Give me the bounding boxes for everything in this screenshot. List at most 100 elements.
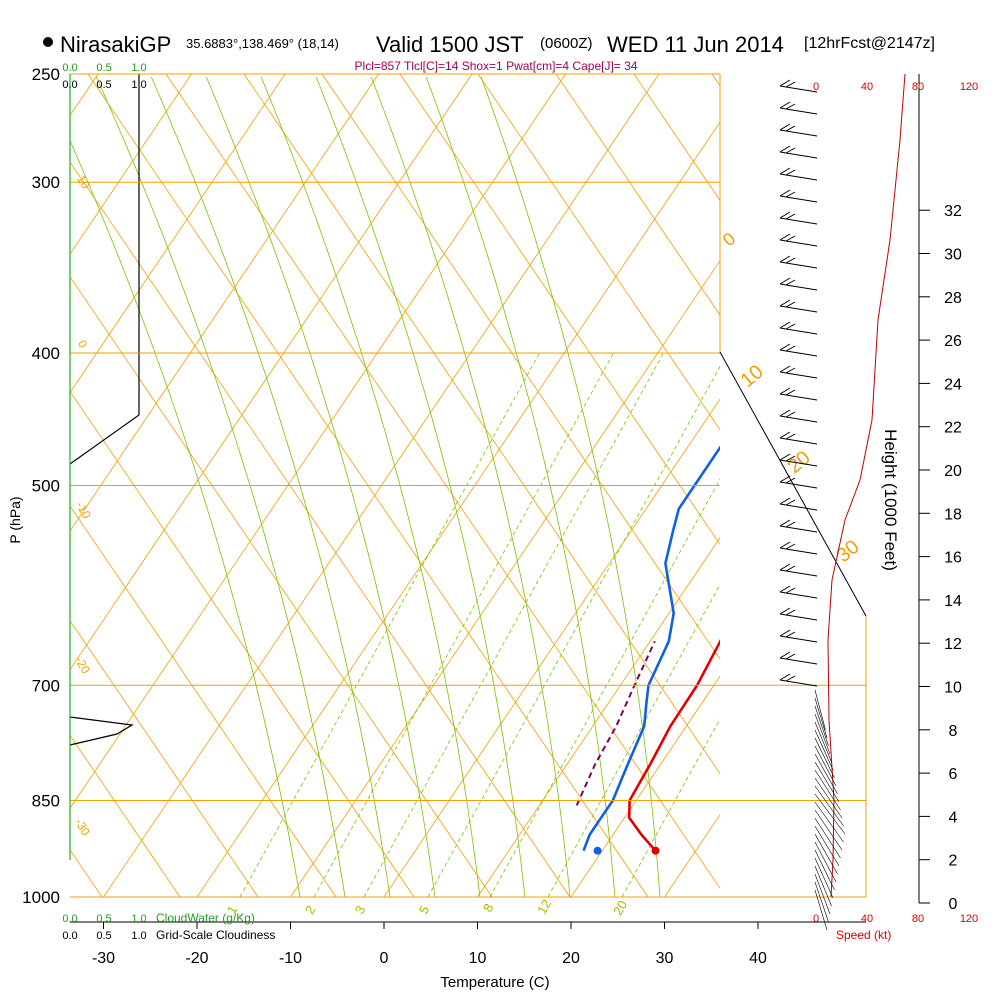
moist-adiabat-line	[480, 76, 661, 897]
isotherm-label: 0	[719, 229, 740, 251]
low-level-wind-line	[814, 889, 828, 931]
mixing-ratio-label: 3	[352, 903, 369, 917]
speed-tick: 80	[912, 913, 924, 925]
low-level-wind-line	[814, 745, 837, 787]
speed-tick: 40	[861, 913, 873, 925]
wind-barb-flag	[785, 675, 796, 682]
cloudwater-tick: 0.0	[62, 913, 77, 925]
wind-barb	[779, 431, 818, 445]
cloudiness-label: Grid-Scale Cloudiness	[156, 928, 275, 942]
x-tick-label: -20	[185, 950, 208, 967]
wind-barb-flag	[785, 587, 796, 594]
wind-barb-flag	[779, 189, 791, 197]
cloudiness-tick: 0.5	[96, 79, 111, 91]
mixing-ratio-label: 2	[302, 903, 319, 917]
dewpoint-profile-line	[582, 445, 720, 852]
pressure-tick-label: 400	[32, 344, 60, 363]
cloudiness-profile-lower	[69, 716, 134, 746]
height-tick-label: 20	[944, 463, 962, 480]
wind-barb-flag	[785, 125, 796, 132]
wind-barb-flag	[779, 233, 791, 241]
moist-adiabat-line	[425, 76, 616, 897]
surface-temperature-marker	[651, 846, 660, 855]
speed-label: Speed (kt)	[836, 928, 891, 942]
wind-barb-flag	[785, 301, 796, 308]
cloudwater-tick: 1.0	[131, 62, 146, 74]
wind-barb-flag	[779, 475, 791, 483]
wind-barb-staff	[779, 173, 818, 181]
wind-barb-flag	[779, 497, 791, 505]
wind-barb-flag	[779, 299, 791, 307]
side-panels	[69, 74, 140, 746]
cloudwater-label: CloudWater (g/Kg)	[156, 911, 255, 925]
wind-barb-flag	[785, 81, 796, 88]
wind-barb-flag	[785, 169, 796, 176]
parcel-profile-line	[575, 640, 656, 806]
wind-barb-flag	[785, 367, 796, 374]
height-tick-label: 6	[949, 766, 958, 783]
isotherm-label: -10	[73, 499, 94, 521]
wind-barb	[779, 607, 818, 621]
isotherm-line	[477, 537, 720, 897]
valid-date: WED 11 Jun 2014	[607, 32, 784, 57]
wind-barb	[779, 387, 818, 401]
pressure-tick-label: 1000	[22, 888, 60, 907]
wind-barb-staff	[779, 327, 818, 335]
speed-tick: 120	[960, 913, 978, 925]
wind-barb-staff	[779, 657, 818, 665]
wind-barb-staff	[779, 481, 818, 489]
wind-barb-flag	[785, 389, 796, 396]
low-level-wind-line	[814, 881, 829, 923]
utc-time: (0600Z)	[540, 35, 593, 52]
station-dot-icon	[43, 37, 53, 47]
low-level-wind-line	[814, 753, 838, 795]
low-level-wind-line	[814, 873, 831, 915]
low-level-wind-line	[814, 729, 834, 771]
isotherm-line	[70, 74, 192, 255]
wind-barb	[779, 409, 818, 423]
cloudwater-tick: 0.5	[96, 62, 111, 74]
isotherm-label: 30	[833, 536, 864, 567]
wind-barb-flag	[779, 343, 791, 351]
height-tick-label: 2	[949, 853, 958, 870]
wind-barb-flag	[785, 455, 796, 462]
speed-top-ticks: 0 40 80 120	[813, 81, 978, 93]
valid-time: Valid 1500 JST	[376, 32, 524, 57]
moist-adiabat-line	[315, 76, 526, 897]
speed-tick: 0	[813, 81, 819, 93]
wind-barb	[779, 299, 818, 313]
wind-barb-flag	[785, 103, 796, 110]
wind-barb-flag	[785, 521, 796, 528]
pressure-tick-label: 300	[32, 173, 60, 192]
wind-barb-staff	[779, 151, 818, 159]
mixing-ratio-line	[621, 718, 720, 897]
height-tick-label: 10	[944, 680, 962, 697]
height-tick-label: 0	[949, 896, 958, 913]
wind-barb	[779, 541, 818, 555]
wind-barb	[779, 497, 818, 511]
mixing-ratio-label: 5	[416, 903, 433, 917]
height-tick-label: 12	[944, 636, 962, 653]
wind-barb-staff	[779, 261, 818, 269]
wind-barb-flag	[779, 167, 791, 175]
wind-barb-flag	[779, 79, 791, 87]
dry-adiabat-line	[70, 734, 181, 897]
wind-barb-staff	[779, 129, 818, 137]
x-tick-label: 10	[469, 950, 487, 967]
low-level-wind-line	[814, 849, 835, 891]
height-tick-label: 26	[944, 333, 962, 350]
wind-panel	[779, 73, 906, 931]
dry-adiabat-line	[477, 74, 720, 431]
pressure-tick-label: 700	[32, 676, 60, 695]
wind-barb-staff	[779, 239, 818, 247]
forecast-info: [12hrFcst@2147z]	[804, 35, 935, 52]
height-tick-label: 8	[949, 723, 958, 740]
wind-barb-flag	[785, 499, 796, 506]
mixing-ratio-label: 8	[480, 901, 497, 915]
wind-barb	[779, 629, 818, 643]
mixing-ratio-line	[547, 583, 720, 897]
x-axis-title: Temperature (C)	[440, 974, 549, 991]
mixing-ratio-label: 20	[610, 898, 630, 918]
